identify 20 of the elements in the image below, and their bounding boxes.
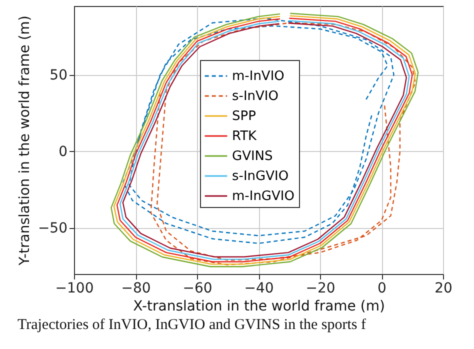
legend-label: m-InVIO (232, 69, 284, 84)
text: Trajectories of InVIO, InGVIO and GVINS in the sports f (17, 317, 366, 333)
y-tick-label: −50 (38, 220, 68, 237)
legend-label: GVINS (232, 149, 273, 164)
legend-label: SPP (232, 109, 256, 124)
x-tick-label: −40 (244, 280, 274, 296)
x-axis-title: X-translation in the world frame (m) (133, 298, 385, 314)
x-tick-label: −80 (121, 280, 151, 296)
y-axis-title: Y-translation in the world frame (m) (16, 16, 33, 266)
legend-label: s-InGVIO (232, 169, 289, 184)
legend-label: m-InGVIO (232, 189, 294, 204)
legend-label: RTK (232, 129, 258, 144)
x-tick-label: 20 (434, 280, 452, 296)
legend-label: s-InVIO (232, 89, 278, 104)
x-tick-label: −20 (306, 280, 336, 296)
y-tick-label: 0 (58, 144, 68, 160)
y-tick-label: 50 (50, 67, 68, 84)
x-tick-label: −100 (55, 280, 94, 296)
x-tick-label: −60 (182, 280, 212, 296)
x-tick-label: 0 (378, 280, 386, 296)
